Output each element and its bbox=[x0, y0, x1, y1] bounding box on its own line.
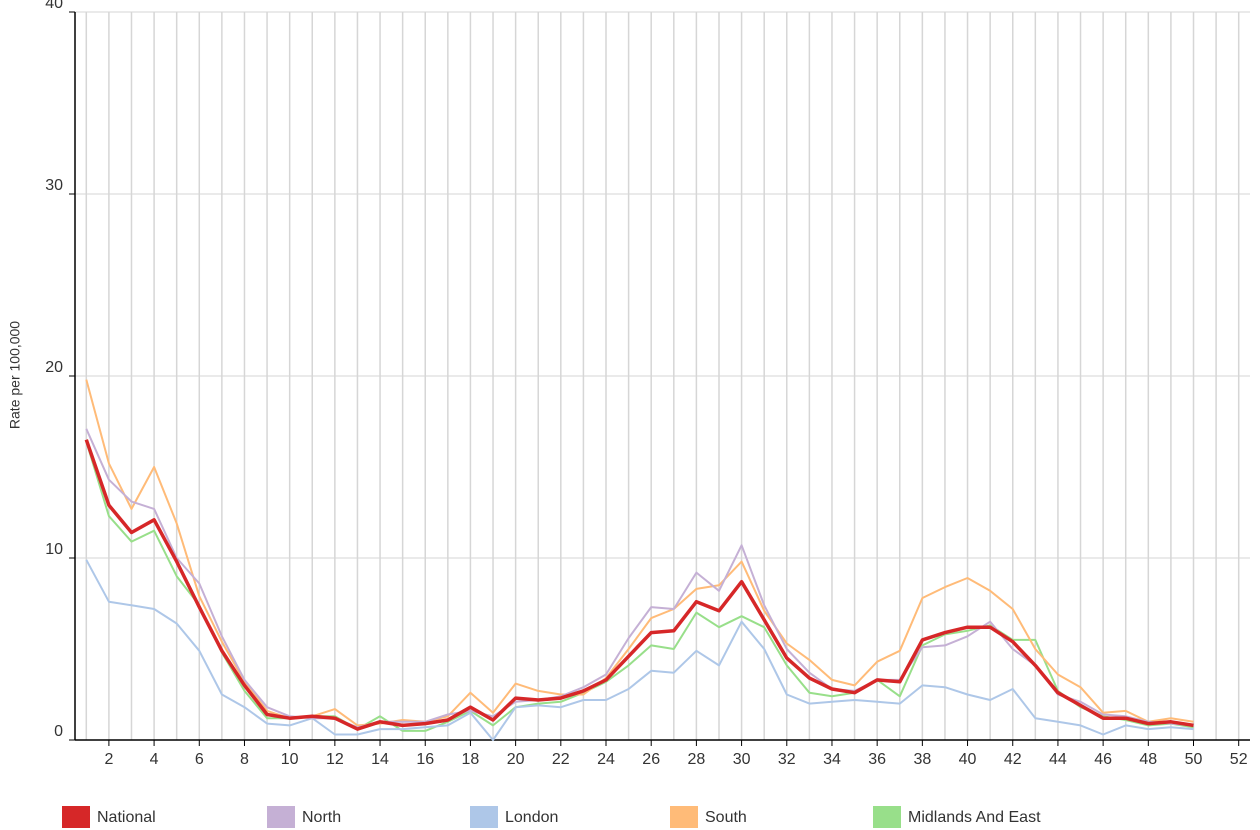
x-tick-label: 46 bbox=[1094, 751, 1112, 768]
x-tick-label: 34 bbox=[823, 751, 841, 768]
y-tick-label: 20 bbox=[45, 359, 63, 376]
series-line bbox=[84, 439, 1194, 731]
x-tick-label: 6 bbox=[195, 751, 204, 768]
legend-swatch bbox=[62, 806, 90, 828]
x-tick-label: 40 bbox=[959, 751, 977, 768]
x-tick-label: 44 bbox=[1049, 751, 1067, 768]
series-line bbox=[85, 441, 1194, 732]
y-tick-label: 40 bbox=[45, 0, 63, 12]
legend-label: National bbox=[97, 809, 156, 826]
legend-label: Midlands And East bbox=[908, 809, 1041, 826]
series-line bbox=[85, 428, 1194, 729]
x-tick-label: 12 bbox=[326, 751, 344, 768]
x-tick-label: 20 bbox=[507, 751, 525, 768]
y-tick-label: 0 bbox=[54, 723, 63, 740]
x-tick-label: 30 bbox=[733, 751, 751, 768]
x-tick-label: 8 bbox=[240, 751, 249, 768]
y-tick-label: 10 bbox=[45, 541, 63, 558]
x-tick-label: 4 bbox=[150, 751, 159, 768]
y-tick-label: 30 bbox=[45, 177, 63, 194]
x-tick-label: 38 bbox=[913, 751, 931, 768]
legend-swatch bbox=[470, 806, 498, 828]
legend-label: London bbox=[505, 809, 558, 826]
legend-swatch bbox=[873, 806, 901, 828]
x-tick-label: 48 bbox=[1139, 751, 1157, 768]
x-tick-label: 16 bbox=[416, 751, 434, 768]
legend-swatch bbox=[670, 806, 698, 828]
x-tick-label: 18 bbox=[462, 751, 480, 768]
series-line bbox=[85, 559, 1194, 741]
y-axis-label: Rate per 100,000 bbox=[7, 321, 23, 429]
series-line bbox=[85, 379, 1194, 727]
x-tick-label: 36 bbox=[868, 751, 886, 768]
x-tick-label: 22 bbox=[552, 751, 570, 768]
x-tick-label: 28 bbox=[687, 751, 705, 768]
x-tick-label: 24 bbox=[597, 751, 615, 768]
x-tick-label: 52 bbox=[1230, 751, 1248, 768]
x-tick-label: 26 bbox=[642, 751, 660, 768]
x-tick-label: 10 bbox=[281, 751, 299, 768]
x-tick-label: 32 bbox=[778, 751, 796, 768]
legend-swatch bbox=[267, 806, 295, 828]
x-tick-label: 14 bbox=[371, 751, 389, 768]
legend-label: North bbox=[302, 809, 341, 826]
x-tick-label: 42 bbox=[1004, 751, 1022, 768]
legend-label: South bbox=[705, 809, 747, 826]
x-tick-label: 50 bbox=[1185, 751, 1203, 768]
x-tick-label: 2 bbox=[104, 751, 113, 768]
